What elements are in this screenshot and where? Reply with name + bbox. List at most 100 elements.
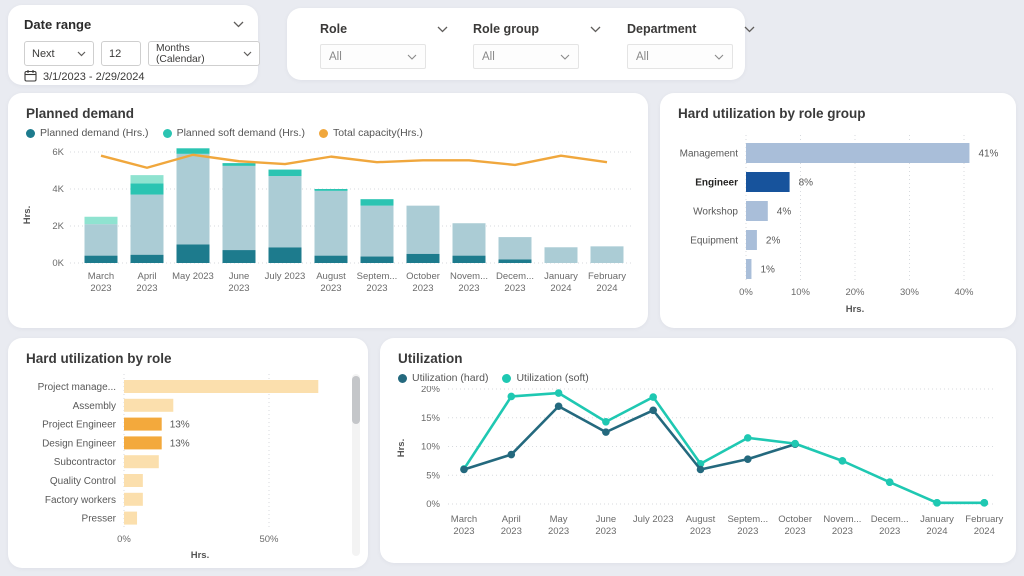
series-line[interactable] [463,404,796,471]
data-point[interactable] [554,402,563,411]
chevron-down-icon [714,54,724,60]
bar-segment[interactable] [84,216,118,225]
category-label[interactable]: Project Engineer [42,420,117,431]
data-point[interactable] [507,392,516,401]
x-axis-tick: 10% [791,287,811,298]
legend-item[interactable]: Utilization (hard) [398,372,488,384]
bar-segment[interactable] [222,163,256,166]
bar[interactable] [746,259,752,279]
bar-segment[interactable] [222,165,256,251]
bar-segment[interactable] [130,194,164,255]
bar-segment[interactable] [130,254,164,263]
legend-item[interactable]: Utilization (soft) [502,372,589,384]
bar-segment[interactable] [314,255,348,263]
bar-segment[interactable] [130,175,164,184]
bar[interactable] [124,511,138,525]
bar-segment[interactable] [452,223,486,256]
series-line[interactable] [462,391,985,505]
bar-segment[interactable] [268,176,302,248]
bar[interactable] [746,230,757,250]
bar[interactable] [746,201,768,221]
category-label[interactable]: Management [680,149,739,160]
bar[interactable] [124,417,162,431]
category-label[interactable]: Engineer [695,178,738,189]
data-point[interactable] [649,406,657,415]
bar-segment[interactable] [176,153,210,245]
bar-segment[interactable] [360,205,394,257]
bar-segment[interactable] [360,199,394,206]
legend-dot-icon [398,373,407,383]
bar[interactable] [124,398,174,412]
bar-segment[interactable] [176,244,210,264]
bar-segment[interactable] [84,255,118,263]
scrollbar-thumb[interactable] [352,376,360,424]
chevron-down-icon[interactable] [233,21,244,28]
bar-segment[interactable] [176,148,210,154]
filter-department-select[interactable]: All [627,44,733,69]
bar[interactable] [124,380,319,393]
category-label[interactable]: Factory workers [45,495,116,506]
data-point[interactable] [838,457,847,465]
bar[interactable] [124,455,159,469]
filter-role-select[interactable]: All [320,44,426,69]
bar-segment[interactable] [222,250,256,263]
data-point[interactable] [460,465,468,474]
category-label[interactable]: Quality Control [50,476,116,487]
bar[interactable] [124,436,162,450]
bar-segment[interactable] [360,256,394,263]
data-point[interactable] [791,439,799,448]
bar[interactable] [124,474,143,487]
data-point[interactable] [885,478,894,486]
chevron-down-icon[interactable] [590,26,601,33]
bar-segment[interactable] [314,190,348,256]
bar-segment[interactable] [268,169,302,177]
bar-segment[interactable] [130,183,164,195]
data-point[interactable] [696,465,705,474]
panel-title: Utilization [398,351,463,366]
bar-segment[interactable] [406,253,440,263]
data-point[interactable] [602,428,610,436]
chevron-down-icon[interactable] [744,26,755,33]
category-label[interactable]: Project manage... [38,382,116,393]
date-range-unit-select[interactable]: Months (Calendar) [148,41,260,66]
data-point[interactable] [933,499,941,507]
bar-segment[interactable] [452,255,486,263]
bar-segment[interactable] [498,237,532,260]
bar[interactable] [746,143,970,163]
data-point[interactable] [649,393,657,401]
bar[interactable] [124,492,143,506]
chevron-down-icon[interactable] [437,26,448,33]
vertical-scrollbar[interactable] [352,374,360,556]
bar-segment[interactable] [314,189,348,191]
bar-segment[interactable] [406,205,440,254]
date-range-count-input[interactable]: 12 [101,41,141,66]
data-point[interactable] [980,499,989,507]
data-point[interactable] [744,455,752,463]
bar-segment[interactable] [544,247,578,263]
data-point[interactable] [507,450,516,459]
category-label[interactable]: Assembly [73,401,116,412]
capacity-line[interactable] [100,153,608,169]
date-range-mode-select[interactable]: Next [24,41,94,66]
x-axis-title: Hrs. [191,550,209,561]
legend-item[interactable]: Planned demand (Hrs.) [26,127,149,139]
data-point[interactable] [602,417,610,426]
legend-item[interactable]: Planned soft demand (Hrs.) [162,127,305,139]
category-label[interactable]: Design Engineer [42,438,117,449]
category-label[interactable]: Equipment [690,236,738,247]
utilization-chart: 0% 5% 10% 15% 20% Hrs. March 2023 April 2023 May 20… [396,386,1004,537]
data-point[interactable] [744,434,752,442]
bar-segment[interactable] [268,247,302,263]
bar[interactable] [746,172,790,192]
legend-item[interactable]: Total capacity(Hrs.) [318,127,423,139]
bar-segment[interactable] [590,246,624,263]
chevron-down-icon [77,51,86,57]
filter-role-group-select[interactable]: All [473,44,579,69]
category-label[interactable]: Presser [82,514,117,525]
data-point[interactable] [554,389,563,397]
category-label[interactable]: Subcontractor [54,457,117,468]
category-label[interactable]: Workshop [693,207,738,218]
bar-segment[interactable] [84,224,118,256]
bar-segment[interactable] [498,259,532,263]
